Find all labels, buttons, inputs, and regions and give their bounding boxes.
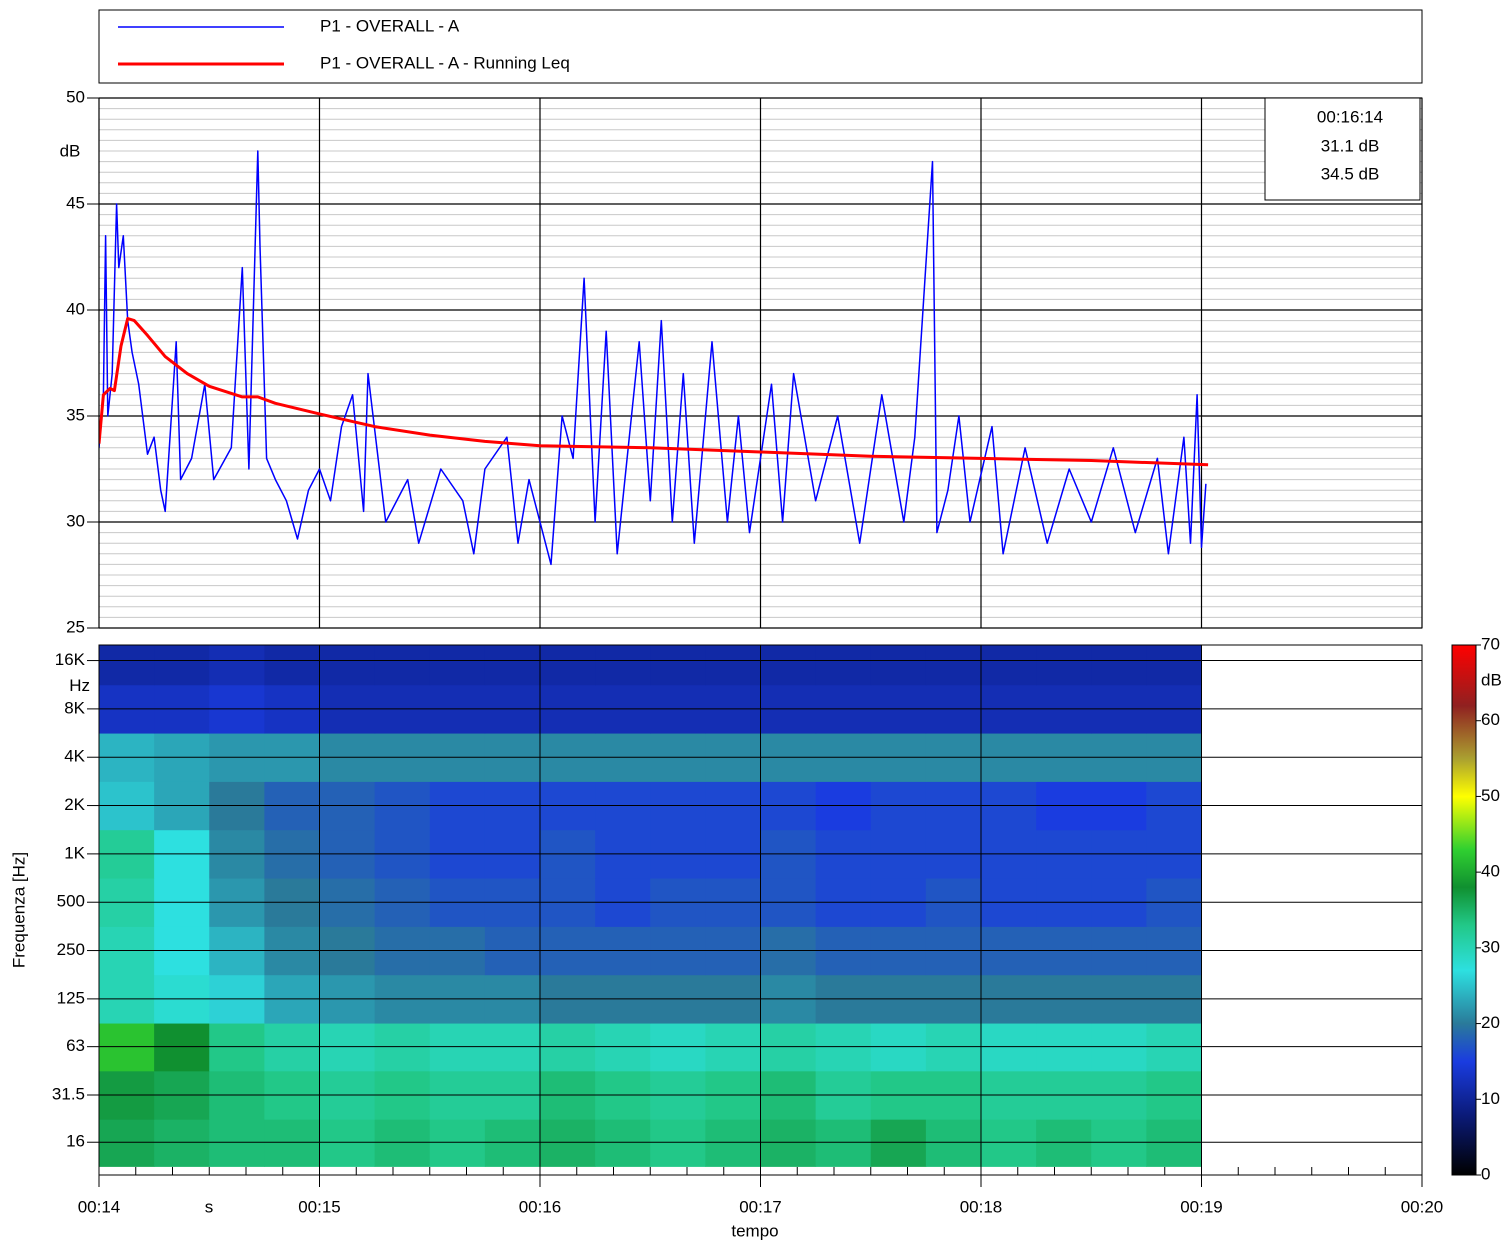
x-tick-label: 00:15: [298, 1197, 341, 1216]
spectrogram-cell: [484, 645, 541, 686]
colorbar: [1451, 644, 1477, 1176]
colorbar-label: dB: [1481, 670, 1502, 689]
spectrogram-cell: [319, 645, 376, 686]
spectrogram-cell: [595, 645, 651, 686]
spectrogram-cell: [1036, 645, 1092, 686]
spectrogram-cell: [154, 645, 210, 686]
colorbar-tick-label: 40: [1481, 862, 1500, 881]
cursor-readout: 31.1 dB: [1321, 136, 1380, 155]
y-tick-label: 2K: [64, 795, 85, 814]
y-tick-label: 63: [66, 1036, 85, 1055]
colorbar-tick-label: 30: [1481, 937, 1500, 956]
colorbar-tick-label: 70: [1481, 634, 1500, 653]
spectrogram-cell: [540, 645, 596, 686]
plot-lines: [99, 150, 1209, 566]
y-tick-label: 1K: [64, 843, 85, 862]
spectrogram-cell: [981, 645, 1037, 686]
legend-label: P1 - OVERALL - A: [320, 16, 460, 35]
x-tick-label: 00:18: [960, 1197, 1003, 1216]
x-axis-label: tempo: [731, 1221, 778, 1240]
plot-frame: [98, 644, 1423, 1176]
y-axis-unit: dB: [60, 141, 81, 160]
cursor-box-bg: [1264, 97, 1421, 201]
x-tick-label: 00:17: [739, 1197, 782, 1216]
cursor-readout: 34.5 dB: [1321, 164, 1380, 183]
y-tick-label: 31.5: [52, 1084, 85, 1103]
y-tick-label: 25: [66, 617, 85, 636]
x-tick-label: 00:19: [1180, 1197, 1223, 1216]
spectrogram-cell: [1146, 645, 1202, 686]
colorbar-tick-label: 20: [1481, 1013, 1500, 1032]
y-axis-label: Frequenza [Hz]: [9, 852, 28, 968]
y-tick-label: 125: [57, 988, 85, 1007]
series-line: [99, 317, 1209, 467]
colorbar-tick-label: 10: [1481, 1089, 1500, 1108]
series-line: [99, 150, 1207, 566]
colorbar-tick-label: 50: [1481, 786, 1500, 805]
spectrogram-cell: [760, 645, 817, 686]
y-tick-label: 16: [66, 1132, 85, 1151]
y-tick-label: 16K: [55, 650, 86, 669]
spectrogram-cell: [209, 645, 265, 686]
y-axis-unit: Hz: [69, 676, 90, 695]
x-tick-label: 00:20: [1401, 1197, 1444, 1216]
cursor-time: 00:16:14: [1317, 107, 1383, 126]
spectrogram-cell: [870, 645, 927, 686]
y-tick-label: 35: [66, 405, 85, 424]
y-tick-label: 8K: [64, 698, 85, 717]
spectrogram: [99, 645, 1202, 1167]
spectrogram-cell: [99, 645, 155, 686]
spectrogram-cell: [374, 645, 431, 686]
spectrogram-cell: [264, 645, 320, 686]
x-tick-label: 00:14: [78, 1197, 121, 1216]
spectrogram-cell: [815, 645, 872, 686]
y-tick-label: 500: [57, 892, 85, 911]
spectrogram-cell: [1091, 645, 1147, 686]
x-tick-label: 00:16: [519, 1197, 562, 1216]
y-tick-label: 45: [66, 193, 85, 212]
legend-box: [98, 9, 1423, 84]
legend-label: P1 - OVERALL - A - Running Leq: [320, 53, 570, 72]
colorbar-tick-label: 0: [1481, 1164, 1490, 1183]
spectrogram-cell: [925, 645, 982, 686]
spectrogram-cell: [650, 645, 706, 686]
y-tick-label: 30: [66, 511, 85, 530]
y-tick-label: 40: [66, 299, 85, 318]
y-tick-label: 50: [66, 87, 85, 106]
plot-frame: [98, 97, 1423, 629]
y-tick-label: 4K: [64, 747, 85, 766]
x-axis-unit: s: [205, 1197, 214, 1216]
spectrogram-cell: [705, 645, 761, 686]
spectrogram-cell: [429, 645, 486, 686]
colorbar-tick-label: 60: [1481, 710, 1500, 729]
y-tick-label: 250: [57, 940, 85, 959]
